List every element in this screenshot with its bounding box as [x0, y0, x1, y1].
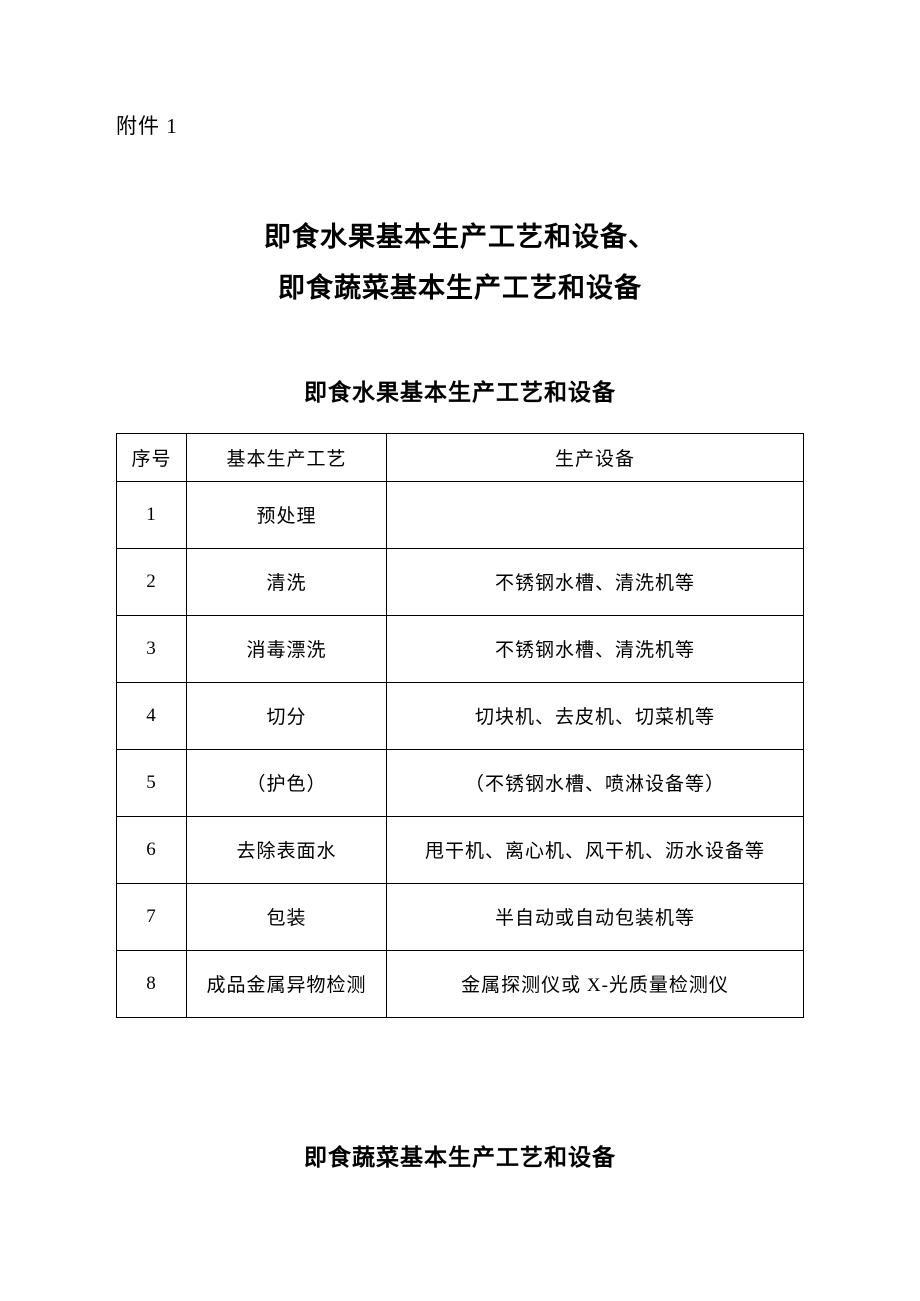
- table-header-row: 序号 基本生产工艺 生产设备: [117, 433, 804, 481]
- cell-equipment: 甩干机、离心机、风干机、沥水设备等: [387, 816, 804, 883]
- cell-num: 3: [117, 615, 187, 682]
- table-row: 2 清洗 不锈钢水槽、清洗机等: [117, 548, 804, 615]
- table-row: 1 预处理: [117, 481, 804, 548]
- cell-equipment: [387, 481, 804, 548]
- attachment-label: 附件 1: [116, 110, 804, 140]
- cell-num: 8: [117, 950, 187, 1017]
- col-header-num: 序号: [117, 433, 187, 481]
- cell-equipment: （不锈钢水槽、喷淋设备等）: [387, 749, 804, 816]
- table-row: 3 消毒漂洗 不锈钢水槽、清洗机等: [117, 615, 804, 682]
- table-row: 7 包装 半自动或自动包装机等: [117, 883, 804, 950]
- cell-equipment: 切块机、去皮机、切菜机等: [387, 682, 804, 749]
- cell-num: 4: [117, 682, 187, 749]
- table-row: 4 切分 切块机、去皮机、切菜机等: [117, 682, 804, 749]
- cell-equipment: 金属探测仪或 X-光质量检测仪: [387, 950, 804, 1017]
- table-row: 8 成品金属异物检测 金属探测仪或 X-光质量检测仪: [117, 950, 804, 1017]
- cell-process: 消毒漂洗: [187, 615, 387, 682]
- col-header-process: 基本生产工艺: [187, 433, 387, 481]
- cell-process: 包装: [187, 883, 387, 950]
- cell-num: 6: [117, 816, 187, 883]
- table-row: 5 （护色） （不锈钢水槽、喷淋设备等）: [117, 749, 804, 816]
- cell-equipment: 不锈钢水槽、清洗机等: [387, 615, 804, 682]
- cell-process: 切分: [187, 682, 387, 749]
- cell-process: 预处理: [187, 481, 387, 548]
- table-row: 6 去除表面水 甩干机、离心机、风干机、沥水设备等: [117, 816, 804, 883]
- cell-equipment: 不锈钢水槽、清洗机等: [387, 548, 804, 615]
- main-title-line2: 即食蔬菜基本生产工艺和设备: [116, 263, 804, 314]
- cell-num: 2: [117, 548, 187, 615]
- section1-title: 即食水果基本生产工艺和设备: [116, 373, 804, 407]
- main-title-line1: 即食水果基本生产工艺和设备、: [116, 212, 804, 263]
- cell-process: 清洗: [187, 548, 387, 615]
- fruit-process-table: 序号 基本生产工艺 生产设备 1 预处理 2 清洗 不锈钢水槽、清洗机等 3 消…: [116, 433, 804, 1018]
- cell-num: 5: [117, 749, 187, 816]
- cell-process: （护色）: [187, 749, 387, 816]
- main-title: 即食水果基本生产工艺和设备、 即食蔬菜基本生产工艺和设备: [116, 212, 804, 315]
- cell-process: 成品金属异物检测: [187, 950, 387, 1017]
- cell-num: 1: [117, 481, 187, 548]
- cell-num: 7: [117, 883, 187, 950]
- col-header-equipment: 生产设备: [387, 433, 804, 481]
- section2-title: 即食蔬菜基本生产工艺和设备: [116, 1138, 804, 1172]
- cell-equipment: 半自动或自动包装机等: [387, 883, 804, 950]
- cell-process: 去除表面水: [187, 816, 387, 883]
